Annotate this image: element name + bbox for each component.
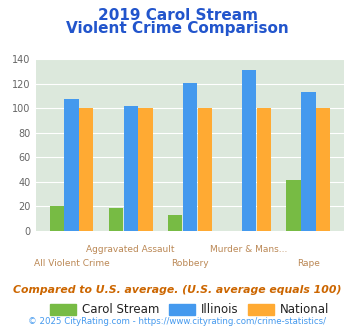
Bar [138,109,153,231]
Text: Robbery: Robbery [171,259,209,268]
Bar [316,109,330,231]
Bar [124,106,138,231]
Text: 2019 Carol Stream: 2019 Carol Stream [98,8,257,23]
Bar [301,92,316,231]
Text: Violent Crime Comparison: Violent Crime Comparison [66,21,289,36]
Bar [109,208,123,231]
Text: © 2025 CityRating.com - https://www.cityrating.com/crime-statistics/: © 2025 CityRating.com - https://www.city… [28,317,327,326]
Text: Rape: Rape [297,259,320,268]
Bar [198,109,212,231]
Bar [257,109,271,231]
Legend: Carol Stream, Illinois, National: Carol Stream, Illinois, National [46,299,334,321]
Bar [168,215,182,231]
Bar [242,70,256,231]
Text: Murder & Mans...: Murder & Mans... [211,245,288,254]
Bar [183,83,197,231]
Text: All Violent Crime: All Violent Crime [34,259,109,268]
Bar [50,207,64,231]
Bar [79,109,93,231]
Bar [64,99,78,231]
Bar [286,180,301,231]
Text: Aggravated Assault: Aggravated Assault [86,245,175,254]
Text: Compared to U.S. average. (U.S. average equals 100): Compared to U.S. average. (U.S. average … [13,285,342,295]
